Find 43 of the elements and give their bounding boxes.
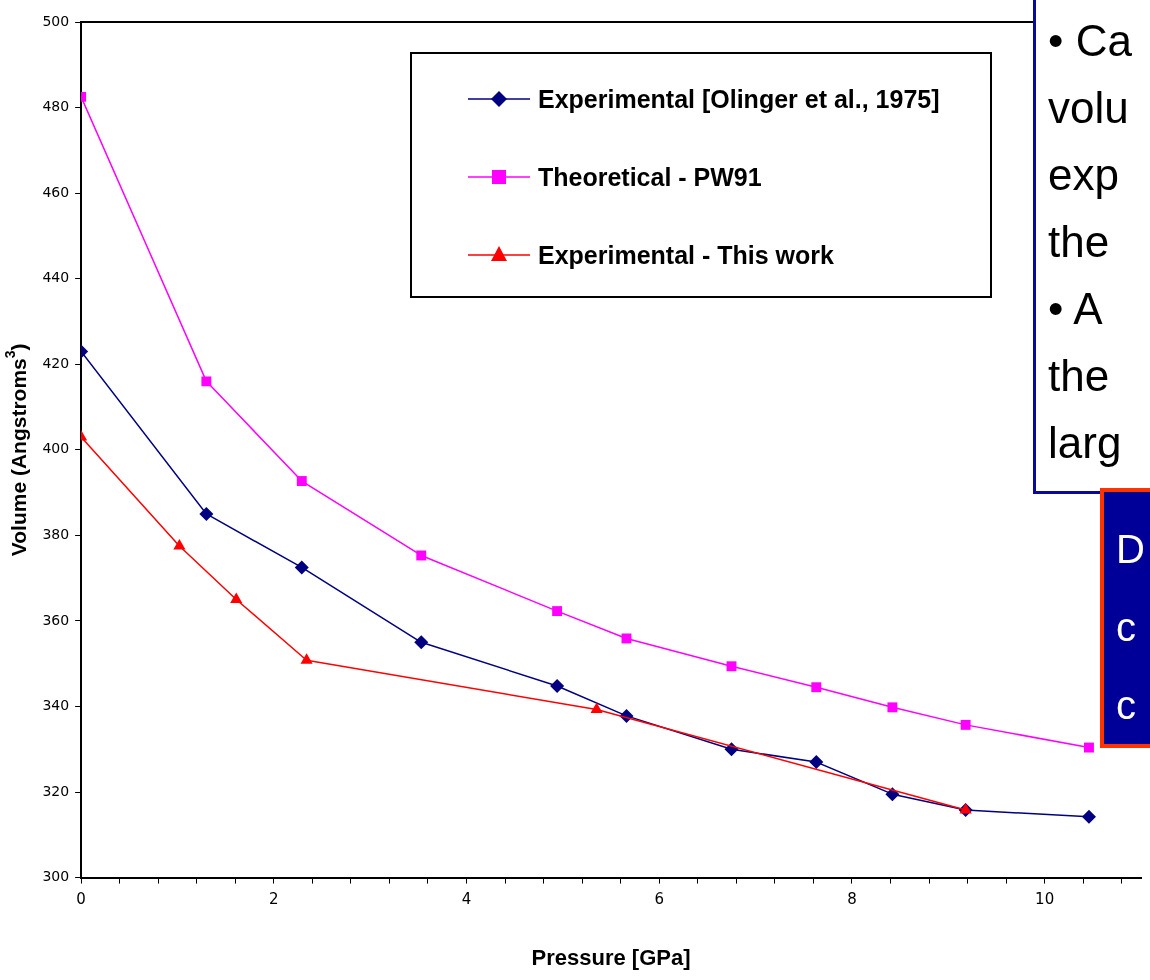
legend-label: Experimental - This work xyxy=(538,240,834,270)
point xyxy=(416,550,427,561)
point xyxy=(201,376,212,387)
x-tick-label: 10 xyxy=(1035,890,1055,909)
y-tick-label: 300 xyxy=(42,868,70,885)
y-tick-label: 380 xyxy=(42,526,70,542)
point xyxy=(550,678,565,693)
point xyxy=(300,653,313,664)
legend-label: Theoretical - PW91 xyxy=(538,162,762,192)
point xyxy=(552,606,563,617)
x-tick-label: 6 xyxy=(654,890,665,909)
y-tick-label: 500 xyxy=(42,12,70,29)
x-tick-label: 4 xyxy=(461,890,472,909)
point xyxy=(199,506,214,521)
x-tick-label: 2 xyxy=(269,890,279,909)
point xyxy=(726,661,737,672)
y-tick-label: 340 xyxy=(42,697,70,714)
y-tick-label: 460 xyxy=(42,183,70,200)
y-tick-label: 360 xyxy=(42,611,70,628)
point xyxy=(1084,742,1094,753)
point xyxy=(173,539,186,550)
annotation: D c c xyxy=(1100,488,1150,748)
y-axis-title: Volume (Angstroms3) xyxy=(1,343,30,557)
x-axis-title: Pressure [GPa] xyxy=(531,944,691,970)
y-tick-label: 420 xyxy=(42,354,70,371)
point xyxy=(414,635,429,650)
point xyxy=(294,560,309,575)
point xyxy=(296,476,307,486)
y-tick-label: 480 xyxy=(42,98,70,115)
point xyxy=(811,682,822,693)
point xyxy=(590,702,603,713)
point xyxy=(809,755,824,770)
x-tick-label: 0 xyxy=(76,890,86,909)
point xyxy=(230,592,243,604)
y-tick-label: 320 xyxy=(42,782,70,799)
point xyxy=(960,719,971,730)
y-tick-label: 400 xyxy=(42,440,70,457)
x-tick-label: 8 xyxy=(847,890,857,909)
point xyxy=(887,702,898,713)
y-tick-label: 440 xyxy=(42,269,70,286)
legend-label: Experimental [Olinger et al., 1975] xyxy=(538,84,940,114)
point xyxy=(885,787,900,802)
point xyxy=(1081,809,1096,824)
